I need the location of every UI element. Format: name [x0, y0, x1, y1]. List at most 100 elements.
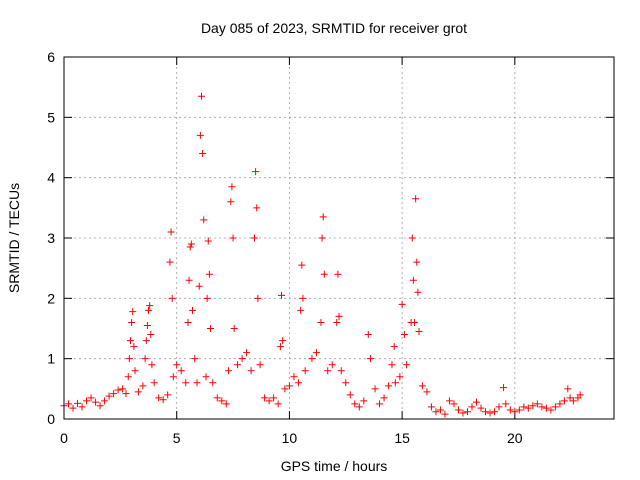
data-point [222, 400, 230, 408]
data-point [200, 216, 208, 224]
data-point [129, 308, 137, 316]
data-point [69, 404, 77, 412]
data-point [502, 400, 510, 408]
data-point [320, 270, 328, 278]
data-point [411, 318, 419, 326]
data-point [228, 183, 236, 191]
data-point [254, 294, 262, 302]
data-point [164, 391, 172, 399]
data-point [351, 400, 359, 408]
data-point [265, 397, 273, 405]
data-point [252, 168, 260, 176]
data-point [230, 325, 238, 332]
data-point [301, 367, 309, 375]
data-point [388, 361, 396, 369]
data-point [119, 385, 127, 393]
x-tick-label: 0 [60, 430, 68, 446]
data-point [318, 234, 326, 242]
data-point [191, 355, 199, 363]
data-point [398, 300, 406, 308]
data-point [122, 390, 130, 398]
data-point [150, 379, 158, 387]
data-point [243, 349, 251, 357]
data-point [524, 404, 532, 412]
data-point [204, 237, 212, 245]
data-point [290, 373, 298, 381]
data-point [184, 318, 192, 326]
data-point [463, 408, 471, 416]
data-point [551, 403, 559, 411]
data-point [134, 388, 142, 396]
data-point [193, 379, 201, 387]
data-point [495, 403, 503, 411]
data-point [576, 391, 584, 399]
data-point [114, 386, 122, 394]
data-point [371, 385, 379, 393]
data-point [319, 213, 327, 221]
x-axis-ticks: 0 5 10 15 20 [60, 57, 523, 446]
data-point [450, 400, 458, 408]
data-point [482, 408, 490, 416]
y-tick-label: 1 [47, 351, 55, 367]
data-point [177, 367, 185, 375]
x-tick-label: 20 [507, 430, 523, 446]
y-tick-label: 5 [47, 109, 55, 125]
data-point [188, 306, 196, 314]
data-point [477, 404, 485, 412]
data-point [423, 388, 431, 396]
data-point [147, 331, 155, 339]
data-point [468, 403, 476, 411]
data-point [281, 385, 289, 393]
data-point [167, 228, 175, 236]
data-point [131, 367, 139, 375]
data-point [486, 409, 494, 417]
data-point [142, 337, 150, 345]
data-point [92, 398, 100, 406]
data-point [506, 406, 514, 414]
data-point [87, 394, 95, 402]
data-point [173, 361, 181, 369]
data-point [538, 403, 546, 411]
data-point [337, 367, 345, 375]
data-point [274, 400, 282, 408]
data-point [213, 394, 221, 402]
y-tick-label: 3 [47, 230, 55, 246]
data-point [409, 276, 417, 284]
data-point [294, 379, 302, 387]
data-point [247, 367, 255, 375]
data-point [105, 392, 113, 400]
data-point [427, 403, 435, 411]
data-point [436, 406, 444, 414]
data-point [141, 355, 149, 363]
data-point [148, 361, 156, 369]
data-point [328, 361, 336, 369]
data-point [124, 373, 132, 381]
data-point [279, 337, 287, 345]
data-point [520, 403, 528, 411]
data-point [110, 390, 118, 398]
data-point [145, 306, 153, 314]
data-point [556, 400, 564, 408]
data-point [186, 243, 194, 251]
data-point [159, 396, 167, 404]
data-point [391, 379, 399, 387]
data-point [334, 270, 342, 278]
data-point [542, 404, 550, 412]
data-point [101, 397, 109, 405]
data-point [253, 204, 261, 212]
x-tick-label: 15 [394, 430, 410, 446]
data-point [130, 343, 138, 351]
data-point [324, 367, 332, 375]
y-tick-label: 4 [47, 170, 55, 186]
data-point [412, 195, 420, 203]
data-point [285, 382, 293, 390]
data-point [125, 355, 133, 363]
data-point [196, 131, 204, 139]
data-point [376, 400, 384, 408]
data-point [229, 234, 237, 242]
data-point [380, 394, 388, 402]
data-point [126, 337, 134, 345]
data-point [511, 408, 519, 416]
data-point [500, 384, 508, 392]
